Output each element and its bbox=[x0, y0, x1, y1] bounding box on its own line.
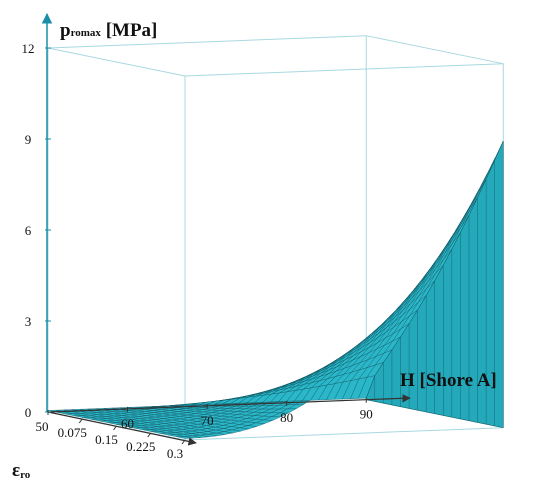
box-edge bbox=[47, 47, 186, 77]
y-axis-title-main: ε bbox=[12, 460, 20, 481]
y-tick-mark bbox=[181, 439, 186, 445]
box-edge bbox=[184, 63, 504, 77]
y-axis bbox=[47, 411, 197, 446]
x-tick-label: 80 bbox=[280, 410, 293, 425]
y-axis-title-sub: ro bbox=[20, 469, 31, 481]
z-axis-title-unit: [MPa] bbox=[101, 20, 157, 41]
tick-labels: 0 3 6 9 12 50 60 70 80 90 0.075 0.15 0.225 0.3 bbox=[22, 41, 373, 461]
z-axis-title-main: p bbox=[60, 20, 71, 41]
x-tick-label: 60 bbox=[121, 416, 134, 431]
x-axis bbox=[47, 394, 411, 413]
z-tick-label: 9 bbox=[25, 132, 32, 147]
y-tick-label: 0.225 bbox=[126, 439, 155, 454]
box-edge bbox=[47, 35, 367, 49]
box-edge bbox=[184, 427, 504, 441]
x-tick-label: 90 bbox=[360, 407, 373, 422]
x-axis-title: H [Shore A] bbox=[400, 370, 497, 391]
y-tick-label: 0.075 bbox=[58, 425, 87, 440]
x-tick-label: 70 bbox=[201, 413, 214, 428]
x-tick-label: 50 bbox=[36, 419, 49, 434]
box-edge bbox=[366, 35, 504, 65]
y-tick-mark bbox=[147, 432, 152, 438]
z-tick-label: 3 bbox=[25, 314, 32, 329]
z-tick-label: 6 bbox=[25, 223, 32, 238]
y-tick-mark bbox=[78, 418, 83, 424]
y-tick-mark bbox=[113, 425, 117, 431]
y-tick-label: 0.3 bbox=[167, 446, 183, 461]
y-tick-label: 0.15 bbox=[95, 432, 118, 447]
z-tick-label: 12 bbox=[22, 41, 35, 56]
response-surface bbox=[47, 140, 504, 439]
z-axis-title-sub: romax bbox=[71, 27, 102, 39]
y-axis-title: εro bbox=[12, 460, 31, 481]
z-tick-label: 0 bbox=[25, 405, 32, 420]
z-axis-title: promax [MPa] bbox=[60, 20, 157, 41]
